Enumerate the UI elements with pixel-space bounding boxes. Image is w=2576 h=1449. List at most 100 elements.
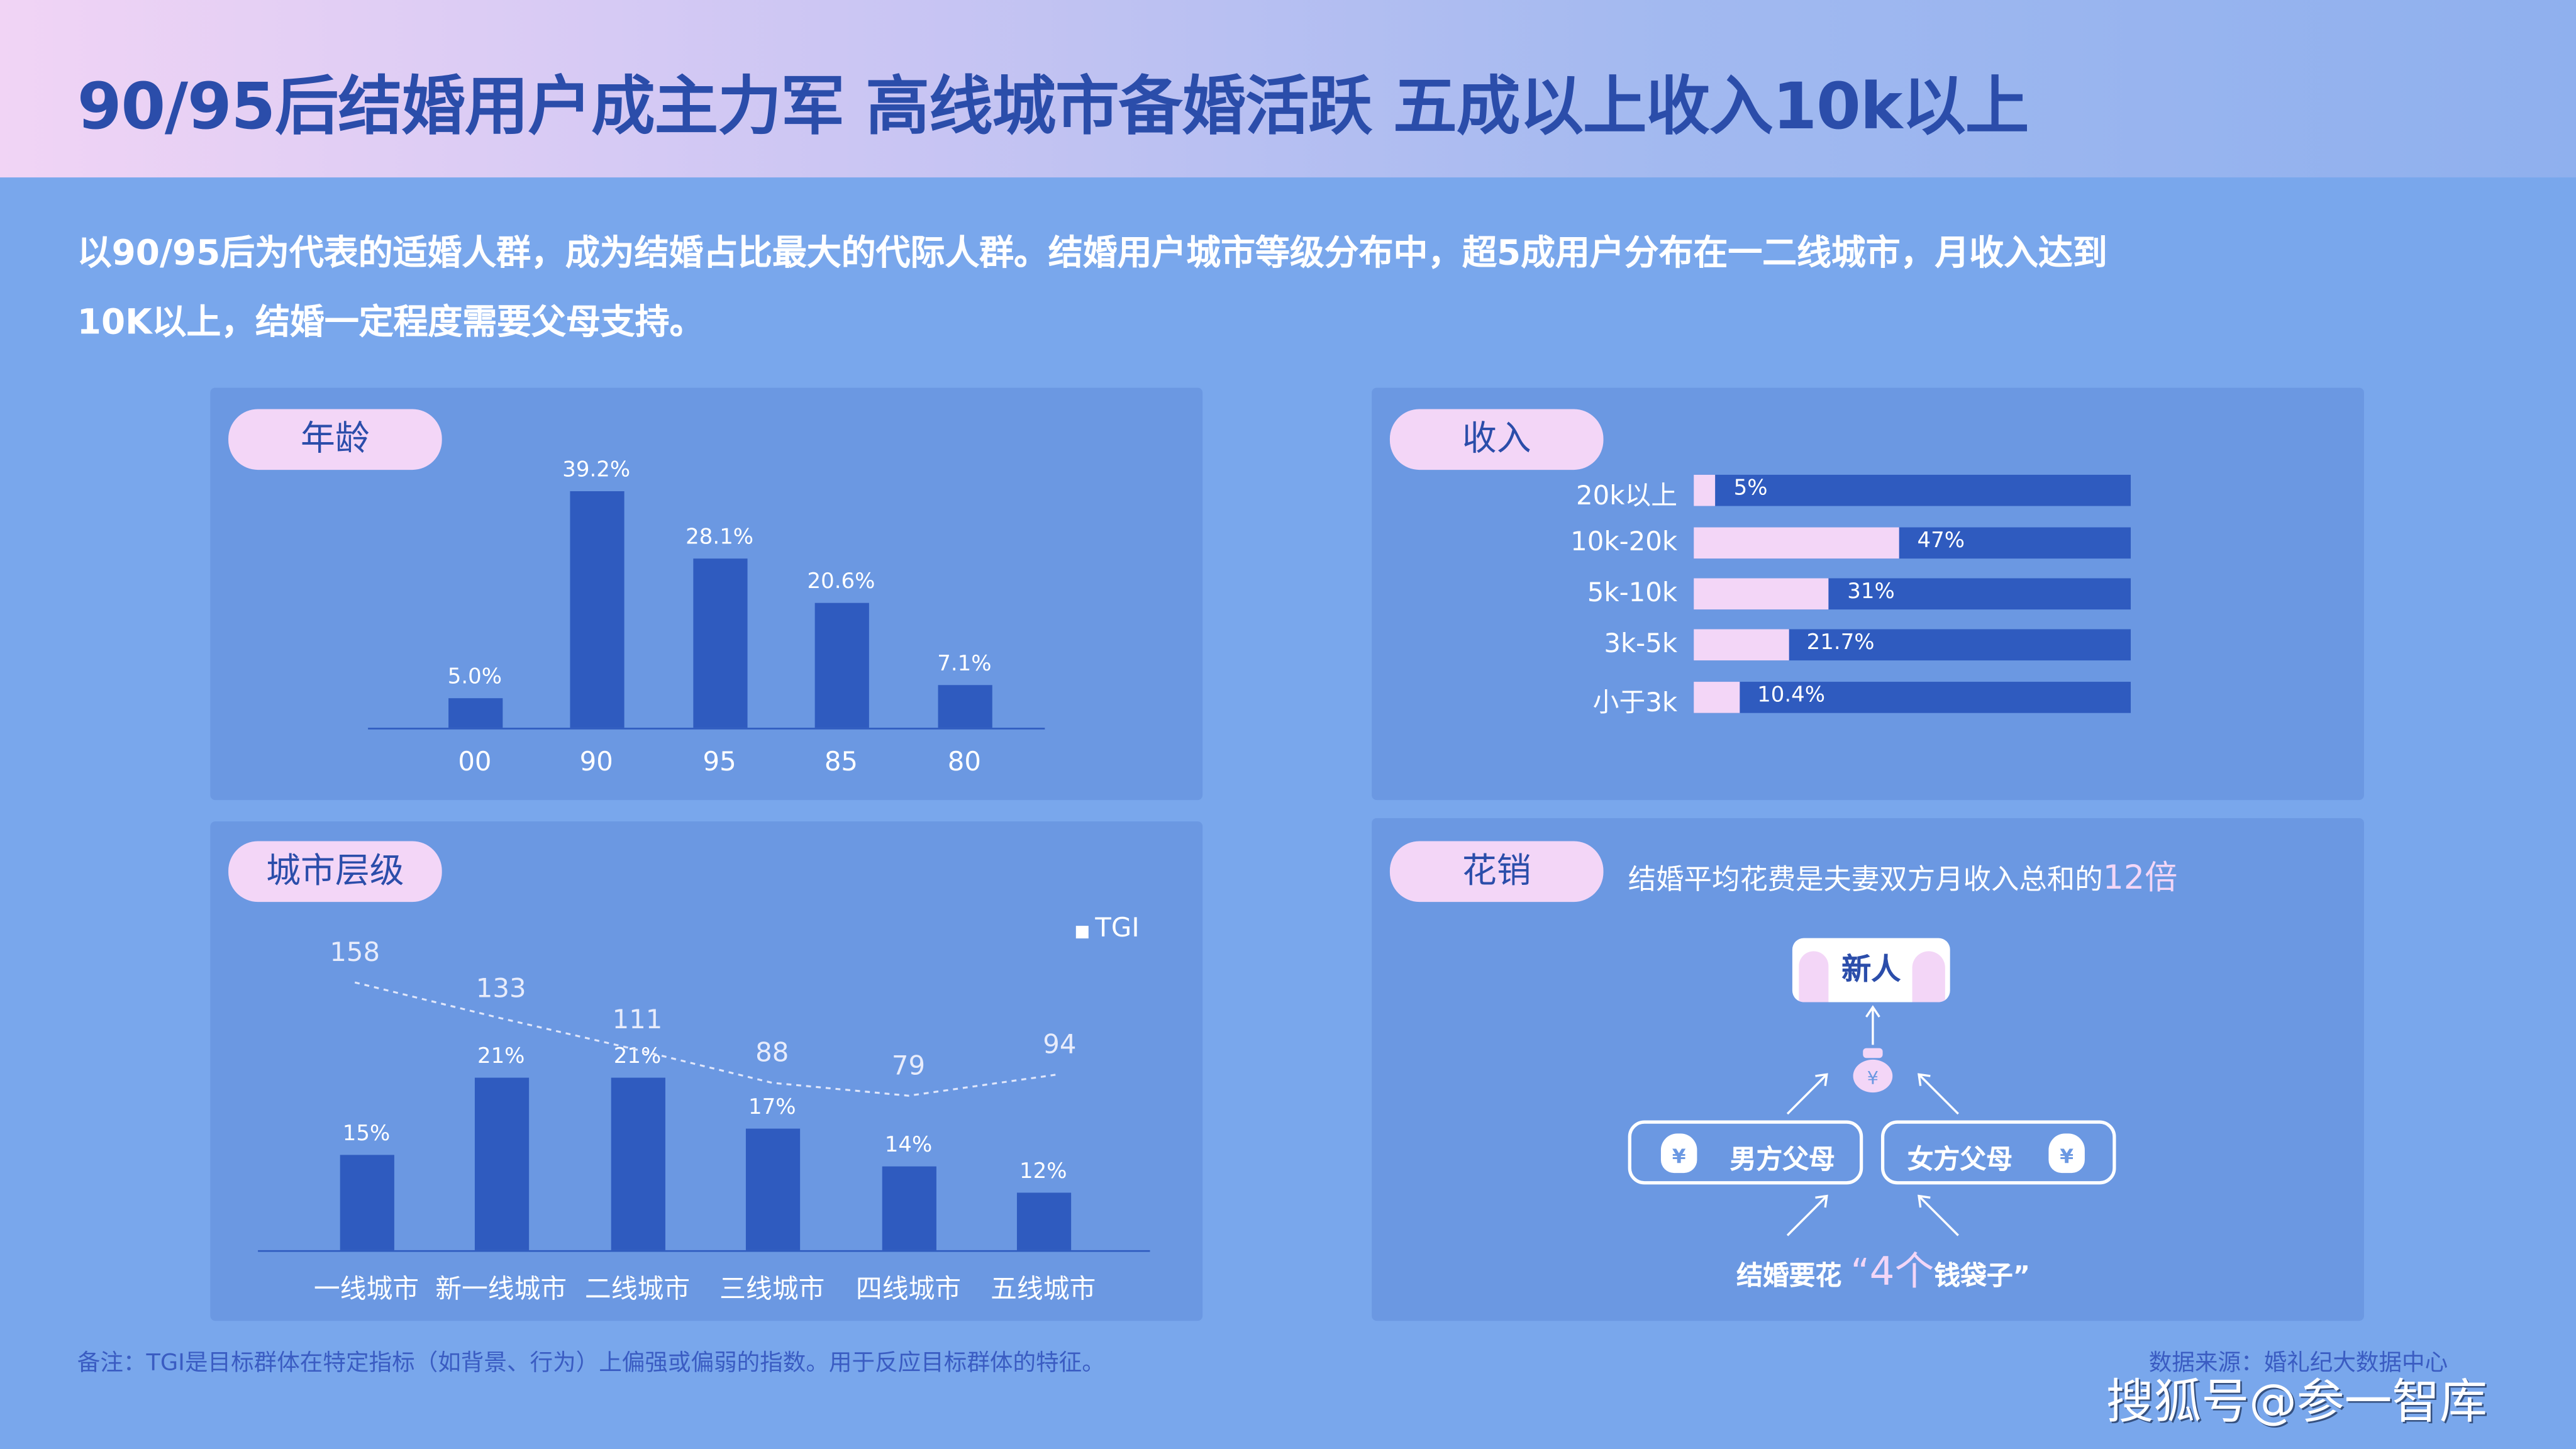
city-pill: 城市层级 (228, 841, 442, 902)
city-axis-line (258, 1250, 1150, 1252)
income-bar-label: 21.7% (1806, 631, 1875, 656)
city-tick-label: 三线城市 (719, 1273, 825, 1305)
city-tick-label: 五线城市 (991, 1273, 1096, 1305)
bride-parents-box: 女方父母 ¥ (1880, 1120, 2116, 1185)
city-bar-label: 14% (884, 1134, 933, 1159)
flow-arrows: ¥ (1786, 1005, 1959, 1236)
city-bar-label: 15% (342, 1121, 391, 1146)
bride-silhouette-icon (1912, 951, 1945, 1002)
city-bar-label: 12% (1019, 1159, 1067, 1185)
income-bar-fill (1694, 629, 1789, 661)
income-category: 小于3k (1592, 686, 1678, 718)
age-tick-label: 80 (947, 745, 981, 777)
tgi-label: 158 (330, 936, 380, 968)
city-bar (1016, 1192, 1072, 1250)
groom-parents-box: ¥ 男方父母 (1628, 1120, 1863, 1185)
age-chart: 5.0% 00 39.2% 90 28.1% 95 20.6% 85 7.1% 80 (210, 387, 1202, 800)
svg-text:¥: ¥ (1867, 1067, 1879, 1089)
age-bar (570, 491, 625, 728)
income-bar-fill (1694, 682, 1740, 713)
city-panel: 城市层级 ■ TGI 15% 一线城市 21% 新一线城市 21% 二线城市 17% 三线城市… (210, 821, 1203, 1321)
income-bar-label: 5% (1733, 476, 1768, 501)
spend-desc-text: 结婚平均花费是夫妻双方月收入总和的 (1628, 864, 2103, 897)
age-tick-label: 95 (702, 745, 736, 777)
tgi-legend: ■ TGI (1074, 912, 1139, 943)
money-bag-icon: ¥ (1853, 1048, 1893, 1093)
tgi-label: 94 (1043, 1028, 1077, 1060)
spend-desc: 结婚平均花费是夫妻双方月收入总和的12倍 (1628, 851, 2178, 899)
city-bar-label: 21% (477, 1044, 525, 1069)
age-bar (938, 685, 992, 728)
age-bar (814, 603, 869, 728)
watermark: 搜狐号@参一智库 (2106, 1373, 2487, 1430)
income-pill: 收入 (1389, 409, 1604, 470)
city-bar (474, 1077, 530, 1250)
arrow-up-left-icon (1786, 1194, 1828, 1236)
age-pill: 年龄 (228, 409, 442, 470)
tgi-line (354, 981, 1060, 1097)
legend-square-icon: ■ (1074, 923, 1096, 941)
income-panel: 收入 20k以上 5% 10k-20k 47% 5k-10k 31% 3k-5k 21.7% 小… (1372, 387, 2364, 801)
city-tick-label: 二线城市 (584, 1273, 691, 1305)
age-tick-label: 90 (579, 745, 613, 777)
city-bar (745, 1128, 801, 1250)
data-source: 数据来源：婚礼纪大数据中心 (2148, 1350, 2448, 1377)
city-bar-label: 21% (613, 1044, 662, 1069)
age-bar-label: 39.2% (562, 458, 631, 484)
spend-highlight: 12倍 (2102, 857, 2178, 897)
income-bar-label: 10.4% (1757, 683, 1826, 708)
legend-label: TGI (1095, 911, 1140, 943)
age-bar (448, 697, 503, 728)
spend-panel: 花销 结婚平均花费是夫妻双方月收入总和的12倍 新人 ¥ ¥ 男方父母 女方父母… (1372, 818, 2364, 1321)
spend-pill: 花销 (1389, 841, 1604, 902)
money-bag-icon: ¥ (1660, 1133, 1697, 1174)
newlywed-label: 新人 (1841, 953, 1901, 987)
intro-line-1: 以90/95后为代表的适婚人群，成为结婚占比最大的代际人群。结婚用户城市等级分布… (77, 233, 2107, 273)
footnote: 备注：TGI是目标群体在特定指标（如背景、行为）上偏强或偏弱的指数。用于反应目标… (77, 1350, 1105, 1377)
income-bar-track (1694, 474, 2131, 506)
tgi-label: 88 (755, 1036, 789, 1069)
arrow-up-right-icon (1918, 1073, 1959, 1115)
tgi-label: 133 (475, 972, 526, 1004)
age-bar-label: 5.0% (447, 665, 502, 690)
tgi-label: 111 (612, 1004, 663, 1035)
age-bar-label: 20.6% (807, 570, 875, 596)
income-category: 5k-10k (1587, 576, 1678, 608)
age-bar-label: 7.1% (937, 652, 992, 677)
caption-number: 4个 (1869, 1248, 1935, 1295)
age-axis-line (368, 728, 1045, 730)
income-bar-fill (1694, 527, 1899, 559)
city-bar (340, 1154, 394, 1250)
city-tick-label: 一线城市 (313, 1273, 419, 1305)
arrow-up-right-icon (1918, 1194, 1959, 1236)
header-band (0, 0, 2576, 178)
arrow-up-icon (1865, 1005, 1880, 1045)
age-tick-label: 85 (824, 745, 858, 777)
income-bar-label: 47% (1917, 529, 1965, 554)
intro-line-2: 10K以上，结婚一定程度需要父母支持。 (77, 302, 704, 342)
income-bar-fill (1694, 474, 1716, 506)
age-tick-label: 00 (458, 745, 492, 777)
money-bag-icon: ¥ (2048, 1133, 2085, 1174)
income-category: 10k-20k (1570, 525, 1678, 557)
income-category: 3k-5k (1604, 627, 1678, 659)
groom-silhouette-icon (1799, 951, 1829, 1002)
bride-parents-label: 女方父母 (1907, 1143, 2012, 1175)
city-bar (611, 1077, 665, 1250)
arrow-up-left-icon (1786, 1073, 1828, 1115)
groom-parents-label: 男方父母 (1729, 1143, 1835, 1175)
city-bar (882, 1167, 936, 1250)
age-bar (693, 558, 748, 728)
income-bar-fill (1694, 578, 1829, 610)
income-category: 20k以上 (1576, 479, 1678, 511)
caption-pre: 结婚要花 (1736, 1260, 1842, 1292)
caption-quote: “ (1850, 1253, 1870, 1295)
tgi-line-svg (354, 981, 1060, 1097)
income-bar-label: 31% (1847, 580, 1895, 605)
newlywed-box: 新人 (1792, 938, 1950, 1002)
tgi-label: 79 (891, 1050, 926, 1081)
four-bags-caption: 结婚要花 “4个钱袋子” (1736, 1239, 2030, 1296)
page-title: 90/95后结婚用户成主力军 高线城市备婚活跃 五成以上收入10k以上 (77, 70, 2029, 145)
city-bar-label: 17% (748, 1096, 796, 1121)
